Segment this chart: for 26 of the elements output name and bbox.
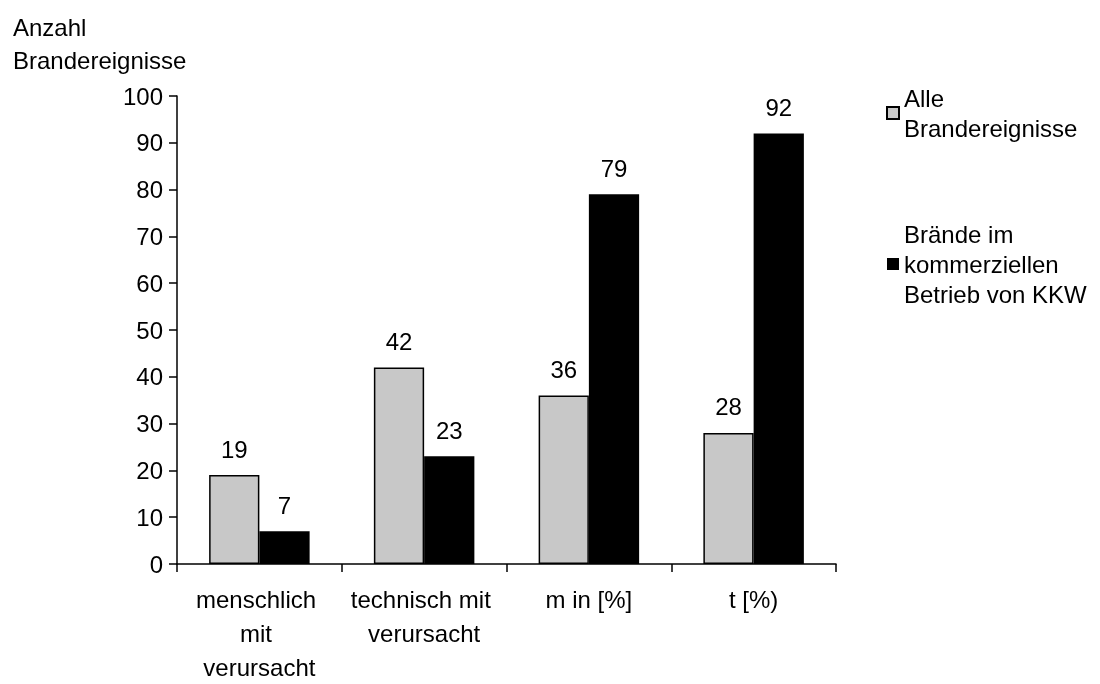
y-tick-label: 70: [136, 222, 163, 250]
data-label: 19: [220, 435, 248, 463]
x-tick-label: technisch mit verursacht: [350, 585, 498, 647]
legend-label: Brände im kommerziellen Betrieb von KKW: [904, 220, 1088, 308]
y-tick-label: 0: [149, 550, 163, 578]
y-tick-label: 100: [122, 82, 163, 110]
y-axis-title: Anzahl Brandereignisse: [13, 14, 187, 74]
data-label: 79: [600, 154, 628, 182]
data-label: 7: [277, 491, 292, 519]
y-tick-label: 60: [136, 269, 163, 297]
y-tick-label: 80: [136, 176, 163, 204]
y-tick-label: 40: [136, 363, 163, 391]
y-tick-label: 20: [136, 456, 163, 484]
y-tick-label: 50: [136, 316, 163, 344]
y-tick-label: 90: [136, 129, 163, 157]
data-label: 42: [385, 327, 413, 355]
data-label: 23: [435, 416, 463, 444]
x-tick-label: m in [%]: [545, 585, 633, 613]
data-label: 36: [550, 356, 578, 384]
legend-label: Alle Brandereignisse: [904, 84, 1078, 142]
x-tick-label: menschlich mit verursacht: [196, 585, 323, 681]
data-label: 28: [715, 393, 742, 421]
x-tick-label: t [%): [728, 585, 779, 613]
y-tick-label: 30: [136, 410, 163, 438]
data-label: 92: [765, 93, 793, 121]
y-tick-label: 10: [136, 503, 163, 531]
